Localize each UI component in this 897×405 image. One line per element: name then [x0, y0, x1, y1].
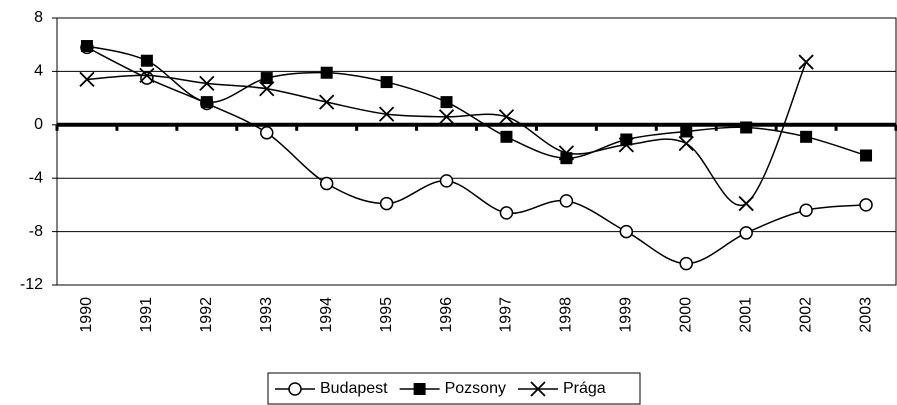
marker	[259, 81, 275, 97]
marker	[260, 126, 274, 140]
legend-label: Pozsony	[445, 380, 506, 397]
x-tick-label: 1992	[198, 297, 215, 333]
marker	[619, 224, 634, 239]
marker	[139, 67, 155, 84]
marker	[80, 40, 93, 53]
marker	[679, 256, 693, 271]
marker	[799, 203, 813, 217]
marker	[440, 96, 453, 109]
legend-marker	[413, 383, 426, 395]
x-tick-label: 2002	[797, 297, 814, 333]
y-tick-label: -12	[20, 276, 43, 293]
x-tick-label: 1995	[378, 297, 395, 333]
x-tick-label: 1996	[438, 297, 455, 333]
marker	[859, 198, 873, 212]
marker	[558, 145, 575, 161]
legend-box	[267, 372, 641, 405]
marker	[800, 130, 813, 143]
y-tick-label: -4	[29, 169, 43, 186]
x-tick-label: 2001	[737, 297, 754, 333]
x-tick-label: 1998	[558, 297, 575, 333]
marker	[140, 71, 154, 85]
legend-marker	[530, 381, 546, 397]
marker	[438, 109, 455, 125]
marker	[499, 206, 514, 220]
x-tick-label: 1991	[138, 297, 155, 333]
y-tick-label: 4	[34, 63, 43, 80]
marker	[380, 76, 393, 89]
marker	[140, 54, 153, 67]
x-tick-label: 2000	[677, 297, 694, 333]
marker	[559, 194, 574, 208]
marker	[199, 75, 215, 92]
x-tick-label: 1990	[78, 297, 95, 333]
x-tick-label: 2003	[857, 297, 874, 333]
marker	[260, 72, 273, 85]
marker	[439, 174, 454, 188]
plot-area	[56, 17, 897, 286]
legend: Budapest Pozsony Prága	[267, 372, 641, 405]
x-tick-label: 1993	[258, 297, 275, 333]
marker	[678, 135, 694, 152]
legend-label: Budapest	[320, 380, 388, 397]
marker	[79, 71, 95, 88]
marker	[680, 125, 693, 138]
marker	[319, 176, 334, 191]
marker	[739, 226, 753, 240]
marker	[798, 54, 814, 70]
y-tick-label: 8	[34, 9, 43, 26]
legend-marker	[288, 382, 302, 396]
legend-label: Prága	[563, 380, 606, 397]
x-tick-label: 1997	[498, 297, 515, 333]
marker	[378, 106, 395, 122]
marker	[498, 109, 515, 125]
marker	[200, 96, 213, 109]
x-tick-label: 1994	[318, 297, 335, 333]
series-line	[86, 61, 807, 207]
marker	[320, 66, 333, 79]
marker	[738, 195, 754, 212]
marker	[379, 196, 394, 211]
marker	[860, 149, 873, 162]
marker	[618, 137, 634, 153]
marker	[319, 94, 335, 110]
y-tick-label: -8	[29, 223, 43, 240]
marker	[740, 121, 753, 134]
marker	[500, 130, 513, 143]
x-tick-label: 1999	[618, 297, 635, 333]
y-tick-label: 0	[34, 116, 43, 133]
